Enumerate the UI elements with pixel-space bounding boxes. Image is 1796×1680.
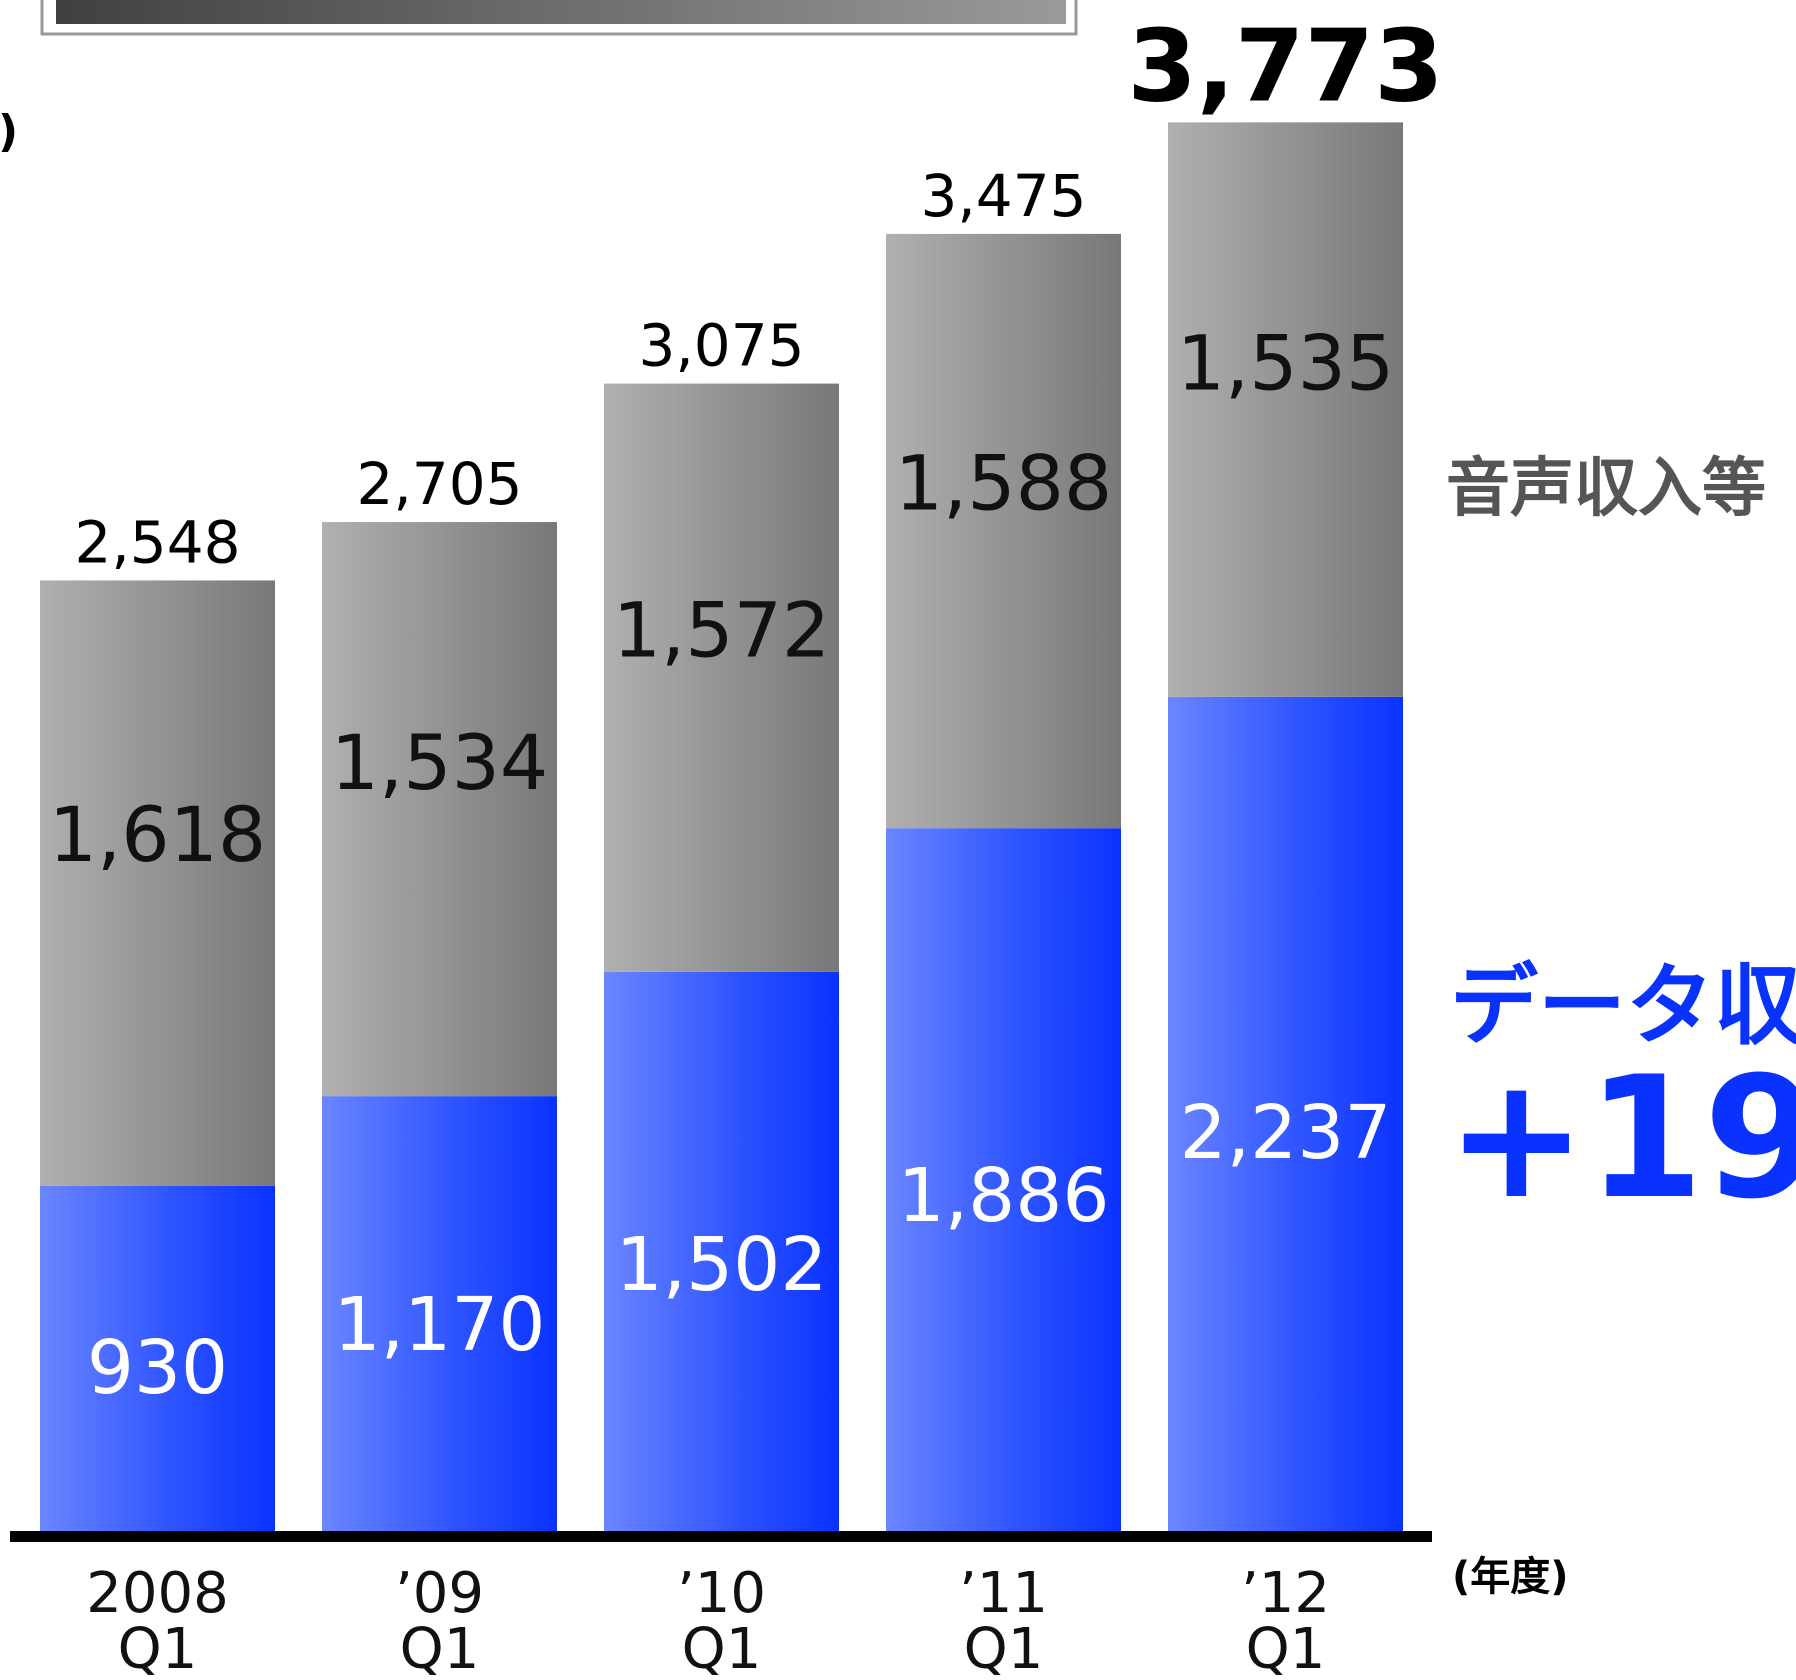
x-tick-label-3-1: Q1 [964, 1617, 1044, 1680]
bar-voice-2 [604, 383, 839, 972]
voice-label-3: 1,588 [895, 438, 1113, 527]
total-label-4: 3,773 [1127, 7, 1443, 124]
growth-label: +19 [1446, 1040, 1796, 1236]
bar-data-0 [40, 1185, 275, 1534]
x-unit-label: (年度) [1452, 1554, 1569, 1600]
labels-layer: 2,548 1,618 930 2,705 1,534 1,170 3,075 1,572 1,… [49, 7, 1444, 1411]
bars-layer [40, 122, 1403, 1534]
data-label-0: 930 [87, 1325, 228, 1411]
total-label-3: 3,475 [920, 162, 1086, 230]
total-label-0: 2,548 [74, 508, 240, 576]
data-label-2: 1,502 [616, 1222, 828, 1308]
legend-data: データ収 [1450, 954, 1796, 1057]
x-tick-label-0-0: 2008 [86, 1561, 229, 1626]
data-label-4: 2,237 [1180, 1090, 1392, 1176]
x-tick-label-4-1: Q1 [1246, 1617, 1326, 1680]
x-tick-label-2-0: ’10 [677, 1561, 766, 1626]
bar-data-4 [1168, 696, 1403, 1534]
bar-voice-3 [886, 233, 1121, 829]
x-tick-label-0-1: Q1 [118, 1617, 198, 1680]
x-tick-label-1-1: Q1 [400, 1617, 480, 1680]
data-label-3: 1,886 [898, 1153, 1110, 1239]
x-tick-label-3-0: ’11 [959, 1561, 1048, 1626]
bar-voice-1 [322, 522, 557, 1097]
voice-label-0: 1,618 [49, 790, 267, 879]
x-axis-line [10, 1531, 1432, 1542]
legend-voice: 音声収入等 [1446, 452, 1766, 526]
total-label-1: 2,705 [356, 450, 522, 518]
voice-label-1: 1,534 [331, 718, 549, 807]
bar-data-1 [322, 1096, 557, 1534]
data-label-1: 1,170 [334, 1282, 546, 1368]
bar-data-2 [604, 971, 839, 1534]
bar-voice-0 [40, 580, 275, 1186]
header-banner [40, 0, 1078, 36]
y-unit-fragment: ) [0, 106, 18, 157]
x-tick-label-1-0: ’09 [395, 1561, 484, 1626]
voice-label-2: 1,572 [613, 586, 831, 675]
bar-voice-4 [1168, 122, 1403, 697]
voice-label-4: 1,535 [1177, 319, 1395, 408]
total-label-2: 3,075 [638, 312, 804, 380]
x-tick-label-4-0: ’12 [1241, 1561, 1330, 1626]
bar-data-3 [886, 828, 1121, 1534]
x-tick-label-2-1: Q1 [682, 1617, 762, 1680]
